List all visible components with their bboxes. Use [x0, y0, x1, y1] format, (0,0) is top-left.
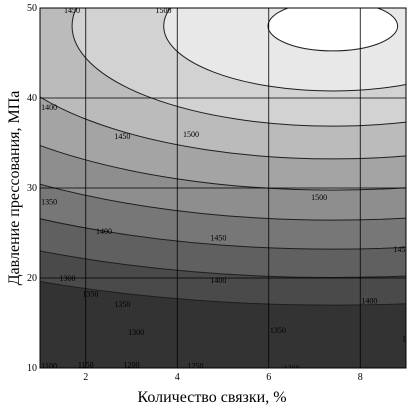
y-tick-label: 20: [27, 273, 37, 284]
contour-level-label: 1300: [59, 274, 75, 283]
contour-level-label: 1150: [78, 360, 94, 369]
y-tick-label: 50: [27, 3, 37, 14]
contour-level-label: 12: [402, 334, 410, 343]
contour-level-label: 1100: [41, 361, 57, 370]
x-axis-title: Количество связки, %: [137, 389, 286, 406]
y-tick-label: 30: [27, 183, 37, 194]
x-tick-label: 6: [266, 372, 271, 383]
x-tick-label: 2: [83, 372, 88, 383]
contour-level-label: 1500: [156, 6, 172, 15]
contour-level-label: 1450: [114, 132, 130, 141]
contour-level-label: 1400: [96, 227, 112, 236]
contour-line-1500: [267, 8, 399, 52]
contour-level-label: 1250: [188, 361, 204, 370]
contour-level-label: 1450: [393, 245, 409, 254]
contour-level-label: 1500: [311, 193, 327, 202]
contour-level-label: 1350: [270, 326, 286, 335]
contour-level-label: 1350: [114, 300, 130, 309]
y-tick-label: 40: [27, 93, 37, 104]
x-tick-label: 4: [175, 372, 180, 383]
contour-level-label: 1400: [41, 103, 57, 112]
grid-layer: [40, 7, 406, 369]
y-tick-label: 10: [27, 363, 37, 374]
x-tick-label: 8: [358, 372, 363, 383]
contour-level-label: 1400: [210, 276, 226, 285]
contour-level-label: 1350: [41, 198, 57, 207]
contour-level-label: 1400: [361, 297, 377, 306]
contour-level-label: 1300: [284, 364, 300, 373]
y-axis-title: Давление прессования, МПа: [6, 91, 23, 286]
plot-frame: [39, 7, 407, 369]
contour-level-label: 1300: [128, 328, 144, 337]
contour-layer: [40, 8, 406, 368]
contour-level-label: 1350: [82, 289, 98, 298]
contour-level-label: 1450: [64, 6, 80, 15]
contour-level-label: 1200: [124, 360, 140, 369]
contour-level-label: 1450: [210, 234, 226, 243]
contour-level-label: 1500: [183, 130, 199, 139]
tick-label-layer: 2 4 6 8 10 20 30 40 50: [27, 3, 363, 383]
contour-label-layer: 1100 1150 1200 1250 1300 1350 1300 1350 1300 1350…: [41, 6, 410, 373]
